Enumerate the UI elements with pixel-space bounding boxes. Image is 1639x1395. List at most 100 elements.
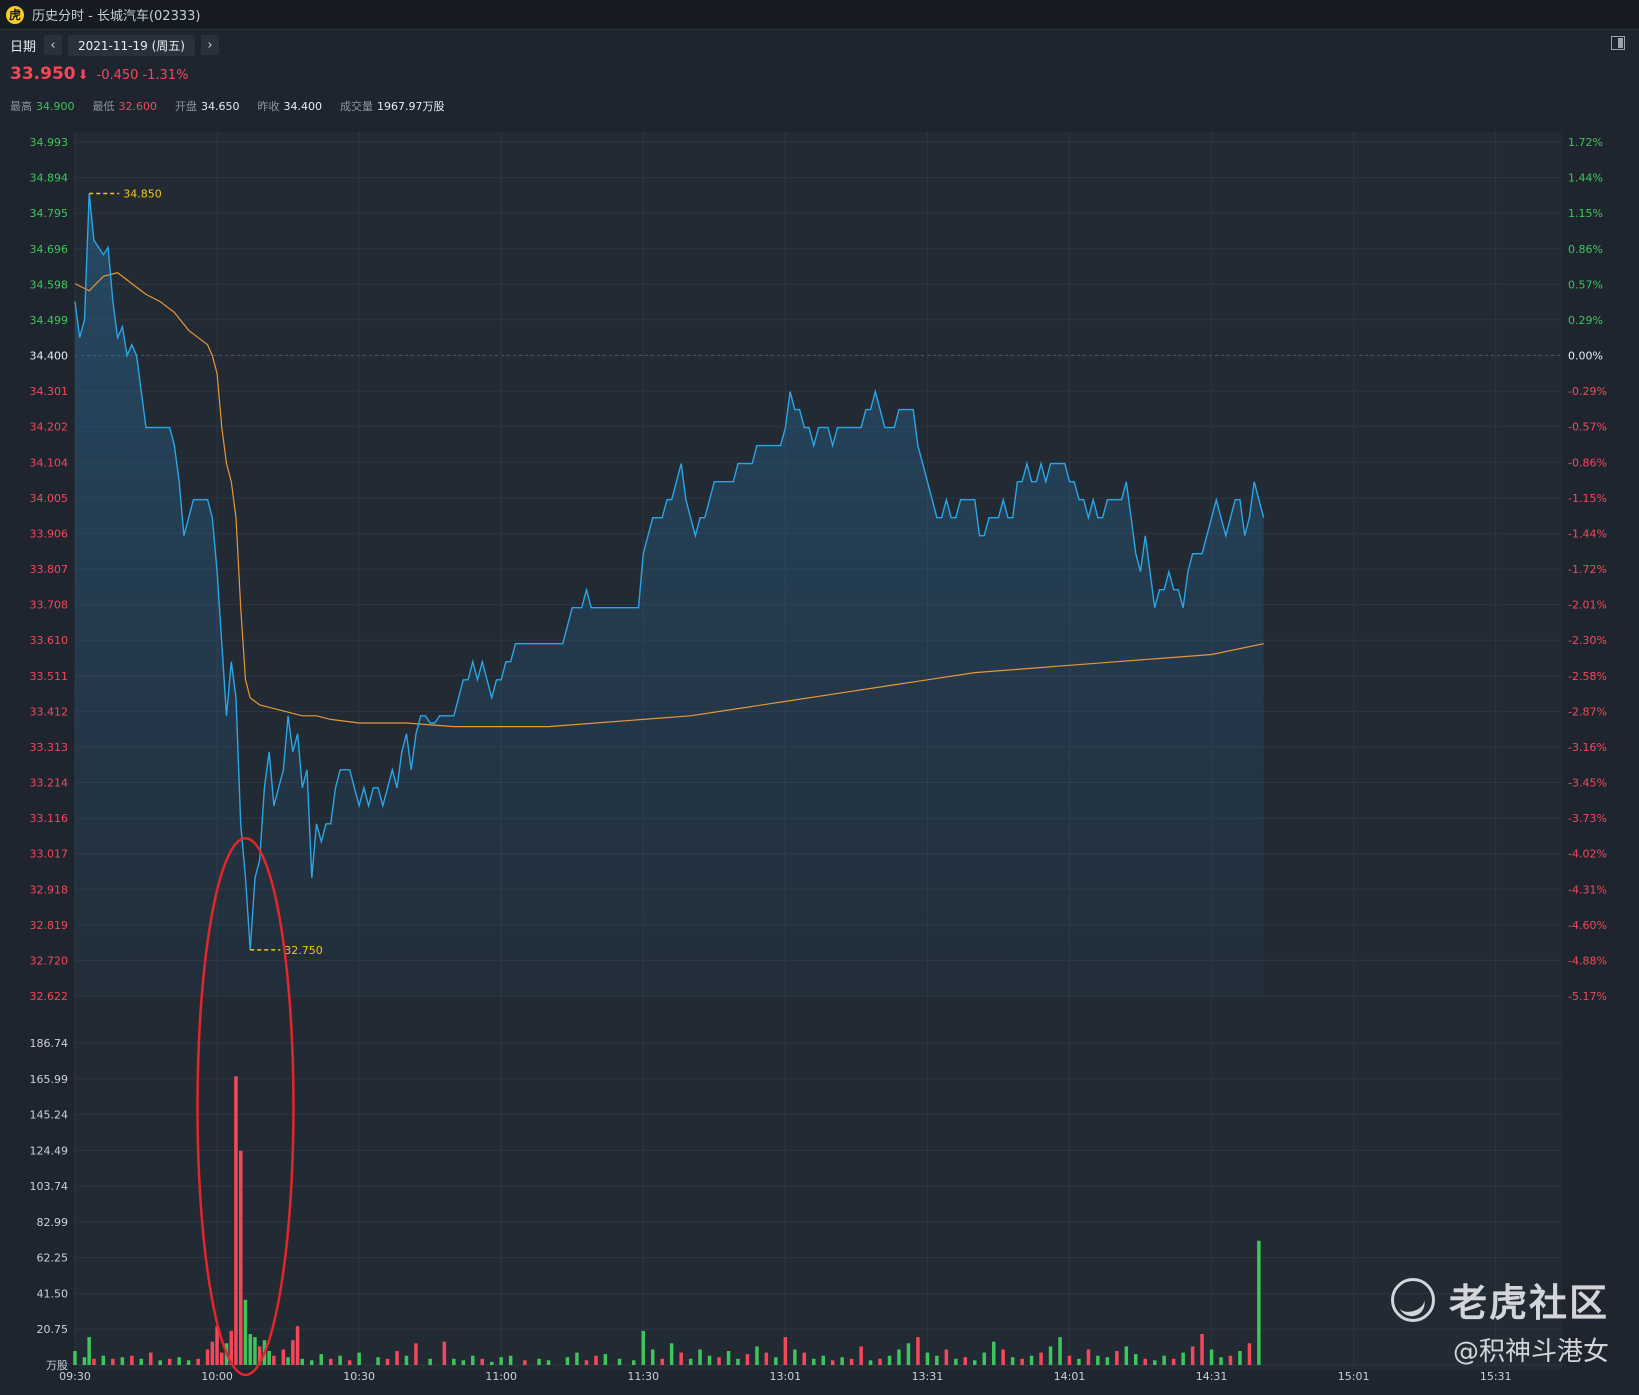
price-tick-label: 34.795 [30, 207, 69, 220]
pct-tick-label: -1.72% [1568, 563, 1607, 576]
volume-bar [120, 1357, 125, 1365]
volume-bar [1010, 1357, 1015, 1365]
volume-bar [243, 1299, 248, 1365]
volume-bar [802, 1352, 806, 1365]
pct-tick-label: 0.86% [1568, 243, 1603, 256]
volume-bar [537, 1358, 541, 1365]
volume-bar [385, 1358, 390, 1365]
volume-bar [291, 1340, 295, 1365]
volume-bar [338, 1355, 342, 1365]
time-tick-label: 14:31 [1196, 1370, 1228, 1383]
volume-bar [1219, 1357, 1223, 1365]
panel-toggle-icon[interactable] [1611, 36, 1625, 50]
volume-bar [1029, 1355, 1034, 1365]
price-tick-label: 34.894 [30, 172, 69, 185]
volume-bar [982, 1352, 986, 1365]
pct-tick-label: -0.29% [1568, 385, 1607, 398]
volume-bar [461, 1360, 466, 1365]
volume-bar [82, 1357, 87, 1365]
volume-bar [755, 1346, 759, 1365]
volume-bar [523, 1360, 527, 1365]
pct-tick-label: -1.15% [1568, 492, 1607, 505]
volume-bar [1067, 1355, 1072, 1365]
tiger-community-logo-icon [1390, 1277, 1435, 1322]
volume-bar [935, 1355, 939, 1365]
price-tick-label: 33.807 [30, 563, 69, 576]
volume-bar [1105, 1357, 1110, 1365]
pct-tick-label: 1.44% [1568, 172, 1603, 185]
volume-bar [1228, 1355, 1233, 1365]
pct-tick-label: 0.00% [1568, 350, 1603, 363]
volume-bar [1162, 1355, 1166, 1365]
pct-tick-label: -4.60% [1568, 919, 1607, 932]
volume-bar [1020, 1358, 1024, 1365]
volume-bar [641, 1330, 645, 1365]
pct-tick-label: -3.45% [1568, 777, 1607, 790]
volume-tick-label: 186.74 [30, 1037, 69, 1050]
volume-bar [726, 1351, 731, 1365]
pct-tick-label: -0.57% [1568, 421, 1607, 434]
price-tick-label: 33.313 [30, 741, 69, 754]
volume-bar [812, 1358, 816, 1365]
volume-bar [139, 1358, 143, 1365]
price-tick-label: 34.301 [30, 385, 69, 398]
price-change: -0.450 [96, 68, 139, 83]
volume-bar [594, 1355, 598, 1365]
volume-bar [196, 1358, 200, 1365]
volume-bar [793, 1349, 797, 1365]
volume-bar [1077, 1358, 1081, 1365]
volume-bar [859, 1346, 863, 1365]
price-area-fill [75, 193, 1264, 996]
next-day-button[interactable]: › [200, 35, 219, 55]
volume-bar [973, 1360, 977, 1365]
price-tick-label: 34.104 [30, 456, 69, 469]
pct-tick-label: -1.44% [1568, 527, 1607, 540]
price-tick-label: 34.499 [30, 314, 69, 327]
pct-tick-label: -3.73% [1568, 812, 1607, 825]
volume-bar [471, 1355, 475, 1365]
volume-bar [651, 1349, 655, 1365]
volume-bar [1143, 1358, 1147, 1365]
volume-tick-label: 62.25 [37, 1252, 69, 1265]
volume-tick-label: 41.50 [37, 1287, 69, 1300]
stat-prev-close: 昨收 34.400 [257, 100, 323, 113]
volume-bar [253, 1337, 257, 1365]
volume-bar [1209, 1349, 1214, 1365]
volume-bar [281, 1349, 286, 1365]
price-change-pct: -1.31% [142, 68, 189, 83]
volume-bar [508, 1355, 513, 1365]
volume-bar [1200, 1334, 1204, 1365]
tiger-app-icon: 虎 [6, 5, 24, 24]
volume-bar [688, 1358, 693, 1365]
volume-bar [783, 1337, 788, 1365]
volume-bar [186, 1360, 191, 1365]
stat-open: 开盘 34.650 [175, 100, 240, 113]
volume-bar [442, 1341, 447, 1365]
highlight-ellipse [196, 836, 295, 1377]
volume-bar [603, 1354, 608, 1365]
volume-tick-label: 82.99 [37, 1216, 69, 1229]
volume-bar [632, 1360, 636, 1365]
volume-bar [575, 1352, 579, 1365]
volume-bar [295, 1326, 300, 1365]
pct-tick-label: 0.57% [1568, 278, 1603, 291]
price-tick-label: 33.610 [30, 634, 69, 647]
volume-bar [1238, 1351, 1242, 1365]
pct-tick-label: -4.02% [1568, 848, 1607, 861]
prev-day-button[interactable]: ‹ [44, 35, 63, 55]
volume-bar [1039, 1352, 1043, 1365]
volume-bar [821, 1355, 825, 1365]
price-tick-label: 33.116 [30, 812, 69, 825]
volume-bar [87, 1337, 91, 1365]
price-tick-label: 34.202 [30, 421, 69, 434]
pct-tick-label: 1.72% [1568, 136, 1603, 149]
date-picker[interactable]: 2021-11-19 (周五) [68, 34, 195, 56]
volume-bar [1058, 1337, 1062, 1365]
volume-bar [849, 1358, 854, 1365]
volume-bar [1190, 1346, 1195, 1365]
volume-bar [92, 1358, 96, 1365]
time-tick-label: 13:01 [769, 1370, 801, 1383]
stat-high: 最高 34.900 [10, 100, 75, 113]
volume-bar [878, 1358, 882, 1365]
